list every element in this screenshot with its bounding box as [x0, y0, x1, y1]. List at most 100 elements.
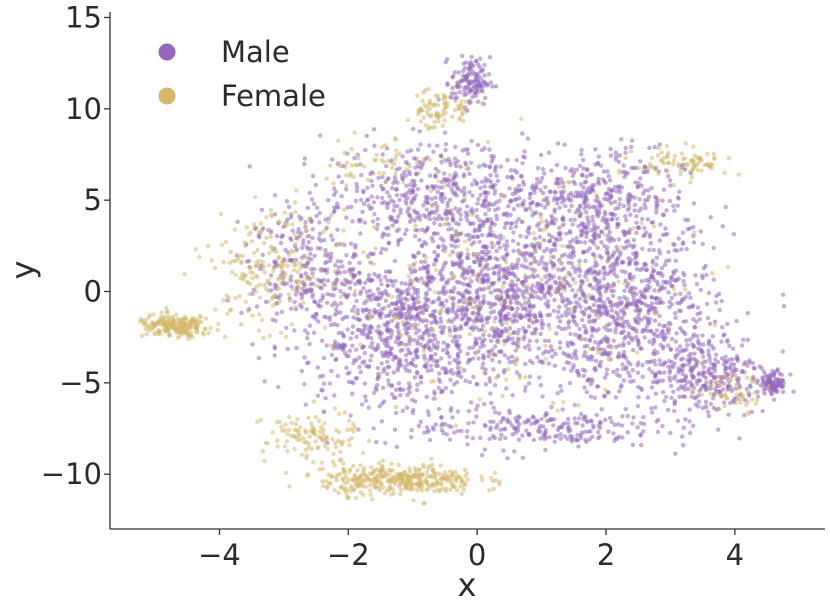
male-point: [389, 198, 394, 203]
male-point: [496, 411, 502, 416]
male-point: [318, 278, 324, 284]
male-point: [466, 357, 472, 362]
female-point: [262, 270, 267, 275]
male-point: [621, 230, 627, 235]
male-point: [498, 319, 503, 324]
male-point: [262, 379, 267, 384]
male-point: [355, 327, 360, 333]
male-point: [478, 272, 483, 277]
female-point: [448, 487, 453, 492]
female-point: [491, 486, 496, 491]
male-point: [347, 348, 353, 354]
male-point: [679, 164, 684, 170]
female-point: [560, 243, 565, 249]
male-point: [589, 418, 594, 424]
male-point: [547, 434, 552, 440]
male-point: [601, 265, 606, 271]
male-point: [593, 358, 599, 364]
male-point: [579, 221, 585, 226]
male-point: [529, 286, 534, 291]
male-point: [323, 396, 328, 401]
male-point: [488, 202, 493, 208]
male-point: [628, 193, 633, 198]
female-point: [576, 403, 581, 408]
female-point: [387, 484, 392, 489]
male-point: [354, 298, 359, 304]
female-point: [436, 471, 442, 476]
male-point: [540, 360, 545, 365]
male-point: [270, 317, 275, 322]
male-point: [698, 347, 703, 352]
male-point: [707, 321, 713, 326]
male-point: [364, 298, 369, 304]
female-point: [435, 113, 440, 119]
female-point: [316, 445, 321, 450]
male-point: [568, 433, 573, 439]
male-point: [433, 337, 438, 342]
male-point: [424, 323, 429, 329]
male-point: [520, 219, 525, 225]
male-point: [519, 173, 524, 179]
female-point: [323, 479, 329, 484]
male-point: [635, 184, 641, 189]
male-point: [615, 312, 621, 317]
female-point: [415, 111, 421, 117]
male-point: [636, 360, 641, 365]
male-point: [650, 260, 655, 265]
female-point: [397, 151, 402, 156]
male-point: [389, 215, 395, 220]
male-point: [501, 280, 507, 285]
male-point: [429, 354, 434, 359]
male-point: [493, 301, 498, 307]
male-point: [568, 168, 573, 174]
male-point: [390, 301, 396, 306]
male-point: [450, 339, 456, 344]
female-point: [325, 446, 330, 452]
male-point: [592, 252, 597, 258]
male-point: [645, 323, 650, 328]
male-point: [580, 293, 586, 298]
male-point: [321, 355, 327, 361]
male-point: [677, 189, 682, 194]
female-point: [426, 466, 431, 471]
male-point: [581, 323, 587, 329]
female-point: [733, 400, 738, 406]
female-point: [240, 253, 245, 259]
male-point: [413, 165, 418, 170]
female-point: [391, 490, 396, 496]
male-point: [282, 282, 287, 287]
male-point: [600, 177, 606, 182]
male-point: [382, 274, 388, 280]
male-point: [436, 97, 441, 102]
male-point: [548, 249, 553, 255]
male-point: [610, 293, 616, 299]
male-point: [683, 294, 688, 299]
male-point: [514, 170, 520, 175]
female-point: [634, 350, 640, 355]
male-point: [477, 164, 482, 169]
male-point: [447, 360, 452, 366]
male-point: [474, 414, 479, 419]
female-point: [304, 276, 309, 281]
female-point: [603, 387, 608, 392]
male-point: [353, 245, 358, 250]
female-point: [343, 470, 348, 475]
male-point: [447, 318, 452, 323]
female-point: [293, 305, 298, 310]
male-point: [352, 304, 357, 309]
male-point: [608, 303, 614, 309]
male-point: [611, 315, 616, 320]
male-point: [523, 206, 528, 212]
male-point: [476, 196, 481, 202]
male-point: [585, 270, 590, 276]
female-point: [705, 151, 710, 157]
male-point: [379, 282, 384, 287]
male-point: [371, 426, 376, 431]
male-point: [310, 271, 315, 276]
male-point: [589, 377, 594, 382]
male-point: [538, 152, 544, 158]
male-point: [288, 212, 294, 217]
female-point: [302, 254, 308, 260]
female-point: [322, 443, 327, 449]
male-point: [696, 399, 702, 404]
